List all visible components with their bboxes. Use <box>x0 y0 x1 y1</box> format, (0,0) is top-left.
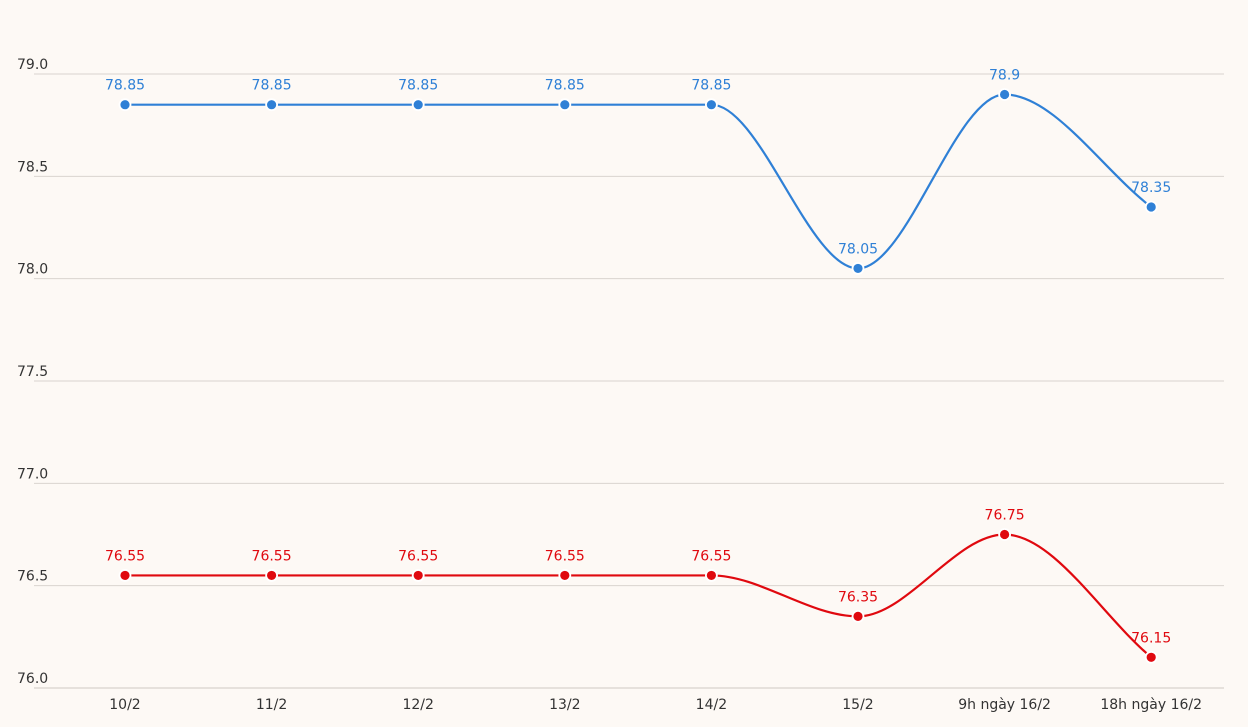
data-point-1-1 <box>265 569 279 582</box>
data-label-1-4: 76.55 <box>691 548 731 564</box>
data-point-0-4 <box>705 98 718 112</box>
data-label-1-7: 76.15 <box>1131 630 1171 646</box>
data-label-1-2: 76.55 <box>398 548 438 564</box>
data-label-0-3: 78.85 <box>545 78 585 94</box>
data-label-0-0: 78.85 <box>105 78 145 94</box>
data-point-1-2 <box>411 569 425 582</box>
y-tick-label-78-5: 78.5 <box>17 159 48 175</box>
data-label-0-4: 78.85 <box>691 78 731 94</box>
data-label-1-3: 76.55 <box>545 548 585 564</box>
data-label-0-1: 78.85 <box>252 78 292 94</box>
data-point-0-2 <box>411 98 425 112</box>
data-point-1-0 <box>118 569 132 582</box>
y-tick-label-76-5: 76.5 <box>17 569 48 585</box>
series-line-0 <box>123 93 1153 270</box>
x-tick-label-4: 14/2 <box>696 697 727 713</box>
x-tick-label-1: 11/2 <box>256 697 287 713</box>
data-label-1-0: 76.55 <box>105 548 145 564</box>
data-label-0-6: 78.9 <box>989 67 1020 83</box>
data-point-0-3 <box>558 98 572 112</box>
x-tick-label-0: 10/2 <box>109 697 140 713</box>
data-point-0-0 <box>118 98 132 112</box>
data-label-1-5: 76.35 <box>838 589 878 605</box>
series-layer <box>118 88 1158 664</box>
data-point-0-7 <box>1144 200 1158 214</box>
data-label-0-5: 78.05 <box>838 241 878 257</box>
data-point-1-7 <box>1144 650 1158 664</box>
data-label-0-2: 78.85 <box>398 78 438 94</box>
y-tick-label-78-0: 78.0 <box>17 262 48 278</box>
x-tick-label-6: 9h ngày 16/2 <box>958 697 1051 713</box>
grid-layer <box>34 73 1224 689</box>
data-point-1-4 <box>705 569 718 582</box>
data-point-1-5 <box>851 609 865 623</box>
y-tick-label-79-0: 79.0 <box>17 57 48 73</box>
data-label-0-7: 78.35 <box>1131 180 1171 196</box>
data-point-1-3 <box>558 569 572 582</box>
data-point-0-1 <box>265 98 279 112</box>
data-point-1-6 <box>998 528 1011 541</box>
y-tick-label-77-0: 77.0 <box>17 466 48 482</box>
y-tick-label-76-0: 76.0 <box>17 671 48 687</box>
x-tick-label-5: 15/2 <box>842 697 873 713</box>
y-tick-label-77-5: 77.5 <box>17 364 48 380</box>
y-axis-ticks: 76.0 76.5 77.0 77.5 78.0 78.5 79.0 <box>17 57 48 687</box>
x-tick-label-3: 13/2 <box>549 697 580 713</box>
data-point-0-6 <box>998 88 1011 101</box>
data-point-0-5 <box>851 262 865 275</box>
data-label-1-1: 76.55 <box>252 548 292 564</box>
data-labels: 78.85 78.85 78.85 78.85 78.85 78.05 78.9 78.35 7… <box>105 67 1171 646</box>
x-tick-label-7: 18h ngày 16/2 <box>1100 697 1202 713</box>
x-tick-label-2: 12/2 <box>402 697 433 713</box>
x-axis-ticks: 10/2 11/2 12/2 13/2 14/2 15/2 9h ngày 16/2 18h … <box>109 697 1202 713</box>
data-label-1-6: 76.75 <box>985 508 1025 524</box>
